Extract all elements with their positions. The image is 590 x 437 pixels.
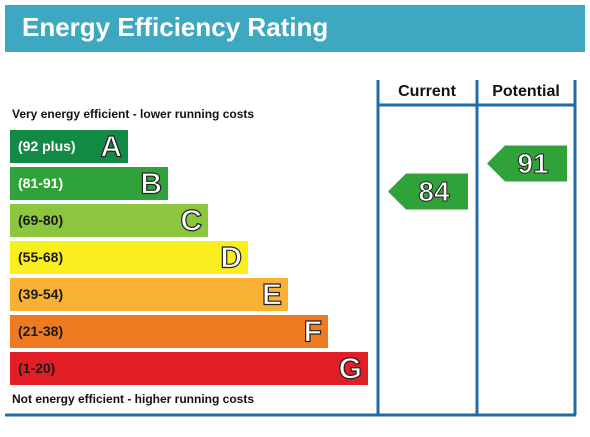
band <box>10 315 328 348</box>
band-letter: B <box>140 167 162 200</box>
column-header: Current <box>398 83 456 100</box>
band <box>10 167 168 200</box>
band <box>10 278 288 311</box>
band-range: (1-20) <box>18 360 55 376</box>
band-letter: G <box>339 352 362 385</box>
band-range: (21-38) <box>18 323 63 339</box>
bottom-note: Not energy efficient - higher running co… <box>12 392 254 406</box>
band <box>10 130 128 163</box>
band-letter: C <box>180 204 202 237</box>
band <box>10 204 208 237</box>
band-letter: F <box>304 315 322 348</box>
chart-title: Energy Efficiency Rating <box>22 12 328 42</box>
band-range: (55-68) <box>18 249 63 265</box>
band-range: (81-91) <box>18 175 63 191</box>
rating-value: 91 <box>517 148 548 179</box>
title-bar <box>5 5 585 52</box>
band-letter: E <box>262 278 282 311</box>
rating-arrow <box>388 173 468 210</box>
frame <box>5 80 577 417</box>
band <box>10 241 248 274</box>
rating-value: 84 <box>418 176 450 207</box>
top-note: Very energy efficient - lower running co… <box>12 107 254 121</box>
column-header: Potential <box>492 83 560 100</box>
band-letter: A <box>100 130 122 163</box>
rating-arrow <box>487 145 567 182</box>
band-range: (69-80) <box>18 212 63 228</box>
band-letter: D <box>220 241 242 274</box>
band-range: (39-54) <box>18 286 63 302</box>
band-range: (92 plus) <box>18 138 76 154</box>
band <box>10 352 368 385</box>
